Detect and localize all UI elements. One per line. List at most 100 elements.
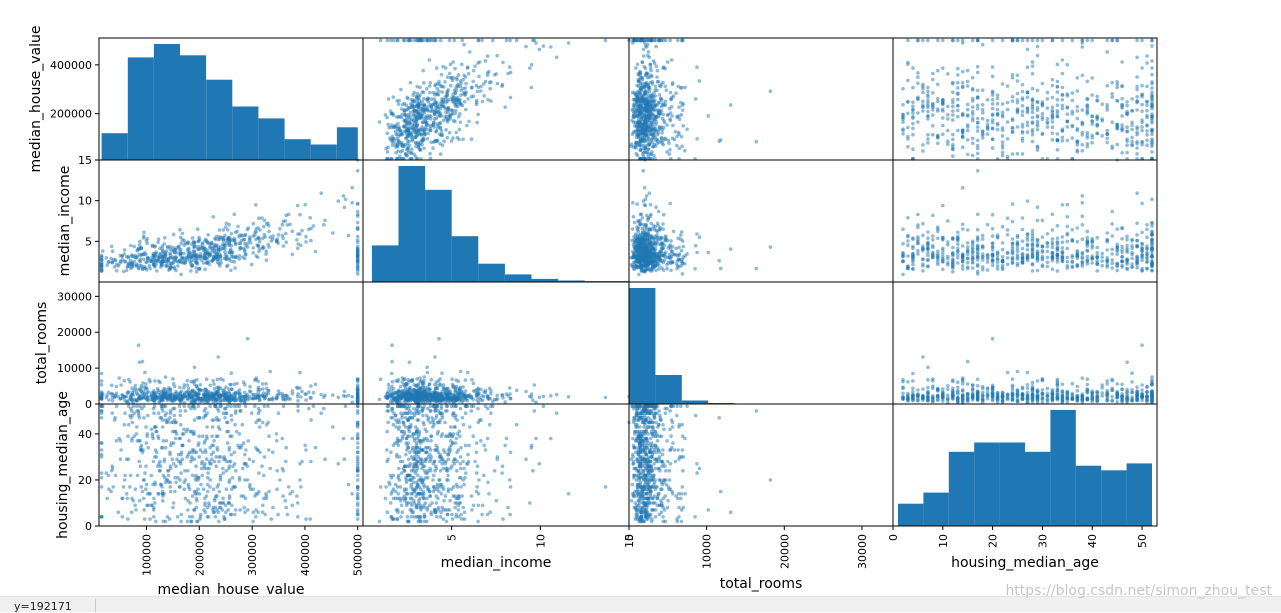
scatter-point	[1050, 38, 1055, 43]
scatter-point	[251, 221, 256, 226]
scatter-point	[1090, 240, 1094, 244]
hist-bar-median_house_value-7	[284, 139, 311, 160]
scatter-point	[244, 393, 248, 398]
scatter-point	[235, 381, 239, 386]
scatter-point	[133, 386, 137, 391]
scatter-point	[1070, 109, 1075, 114]
scatter-point	[431, 90, 436, 95]
scatter-point	[202, 248, 206, 253]
hist-bar-median_income-0	[371, 245, 399, 282]
scatter-point	[1150, 102, 1154, 106]
scatter-point	[1025, 47, 1030, 52]
scatter-point	[1030, 243, 1035, 247]
scatter-point	[990, 106, 995, 111]
scatter-point	[489, 99, 493, 103]
scatter-point	[1035, 114, 1040, 118]
scatter-point	[390, 134, 395, 139]
scatter-point	[906, 125, 910, 130]
scatter-point	[308, 396, 313, 400]
scatter-point	[956, 252, 960, 257]
scatter-point	[227, 250, 232, 255]
scatter-point	[254, 254, 258, 258]
scatter-point	[641, 122, 645, 127]
scatter-point	[1145, 108, 1149, 113]
scatter-point	[137, 258, 142, 263]
scatter-point	[677, 114, 681, 118]
scatter-point	[965, 84, 970, 88]
scatter-point	[911, 107, 915, 112]
scatter-point	[1105, 265, 1109, 269]
scatter-point	[675, 259, 679, 263]
scatter-point	[990, 146, 995, 150]
scatter-point	[960, 267, 965, 271]
scatter-point	[916, 252, 920, 256]
scatter-point	[657, 83, 662, 88]
scatter-point	[1035, 218, 1040, 223]
scatter-point	[296, 232, 300, 236]
scatter-point	[401, 38, 406, 43]
scatter-point	[975, 264, 980, 268]
scatter-point	[916, 75, 920, 79]
scatter-point	[528, 66, 532, 70]
scatter-point	[1140, 120, 1144, 125]
scatter-point	[464, 107, 468, 112]
scatter-point	[248, 384, 252, 389]
scatter-point	[1095, 236, 1099, 240]
scatter-point	[1110, 209, 1114, 214]
scatter-point	[1045, 116, 1050, 121]
scatter-point	[1120, 244, 1124, 249]
scatter-point	[215, 252, 220, 256]
scatter-point	[100, 249, 105, 253]
scatter-point	[1040, 250, 1045, 254]
scatter-point	[1060, 58, 1065, 62]
scatter-point	[921, 86, 925, 91]
scatter-point	[1130, 243, 1134, 248]
scatter-point	[951, 147, 955, 152]
scatter-point	[1090, 257, 1094, 261]
scatter-point	[421, 116, 426, 121]
scatter-point	[195, 259, 199, 264]
scatter-point	[1055, 240, 1060, 245]
scatter-point	[936, 260, 940, 264]
scatter-point	[936, 68, 940, 73]
scatter-point	[965, 107, 970, 112]
scatter-point	[630, 132, 635, 137]
scatter-point	[386, 122, 391, 127]
scatter-point	[421, 136, 426, 141]
scatter-point	[300, 389, 304, 394]
scatter-point	[438, 111, 443, 115]
scatter-point	[130, 390, 135, 395]
scatter-point	[956, 230, 960, 235]
scatter-point	[215, 389, 220, 394]
scatter-point	[428, 90, 432, 95]
scatter-point	[164, 256, 169, 261]
scatter-point	[119, 383, 123, 387]
scatter-point	[1040, 235, 1045, 239]
scatter-point	[1085, 104, 1090, 108]
scatter-point	[449, 139, 454, 143]
scatter-point	[951, 132, 955, 137]
scatter-point	[223, 233, 227, 238]
scatter-point	[1120, 259, 1124, 264]
scatter-point	[1100, 102, 1104, 106]
scatter-point	[1065, 125, 1070, 129]
scatter-point	[921, 99, 925, 104]
scatter-point	[429, 97, 434, 101]
scatter-point	[1040, 102, 1045, 107]
scatter-point	[196, 267, 201, 271]
scatter-point	[768, 245, 773, 249]
scatter-point	[196, 392, 201, 397]
scatter-point	[395, 38, 399, 43]
scatter-point	[205, 260, 209, 264]
scatter-point	[1135, 99, 1139, 104]
scatter-point	[120, 254, 124, 258]
scatter-point	[139, 264, 144, 268]
scatter-point	[205, 240, 209, 244]
scatter-point	[299, 395, 303, 399]
scatter-point	[260, 246, 265, 251]
scatter-point	[679, 85, 684, 90]
scatter-point	[960, 222, 965, 227]
scatter-point	[1025, 199, 1030, 203]
scatter-point	[218, 254, 223, 259]
scatter-point	[638, 143, 642, 148]
